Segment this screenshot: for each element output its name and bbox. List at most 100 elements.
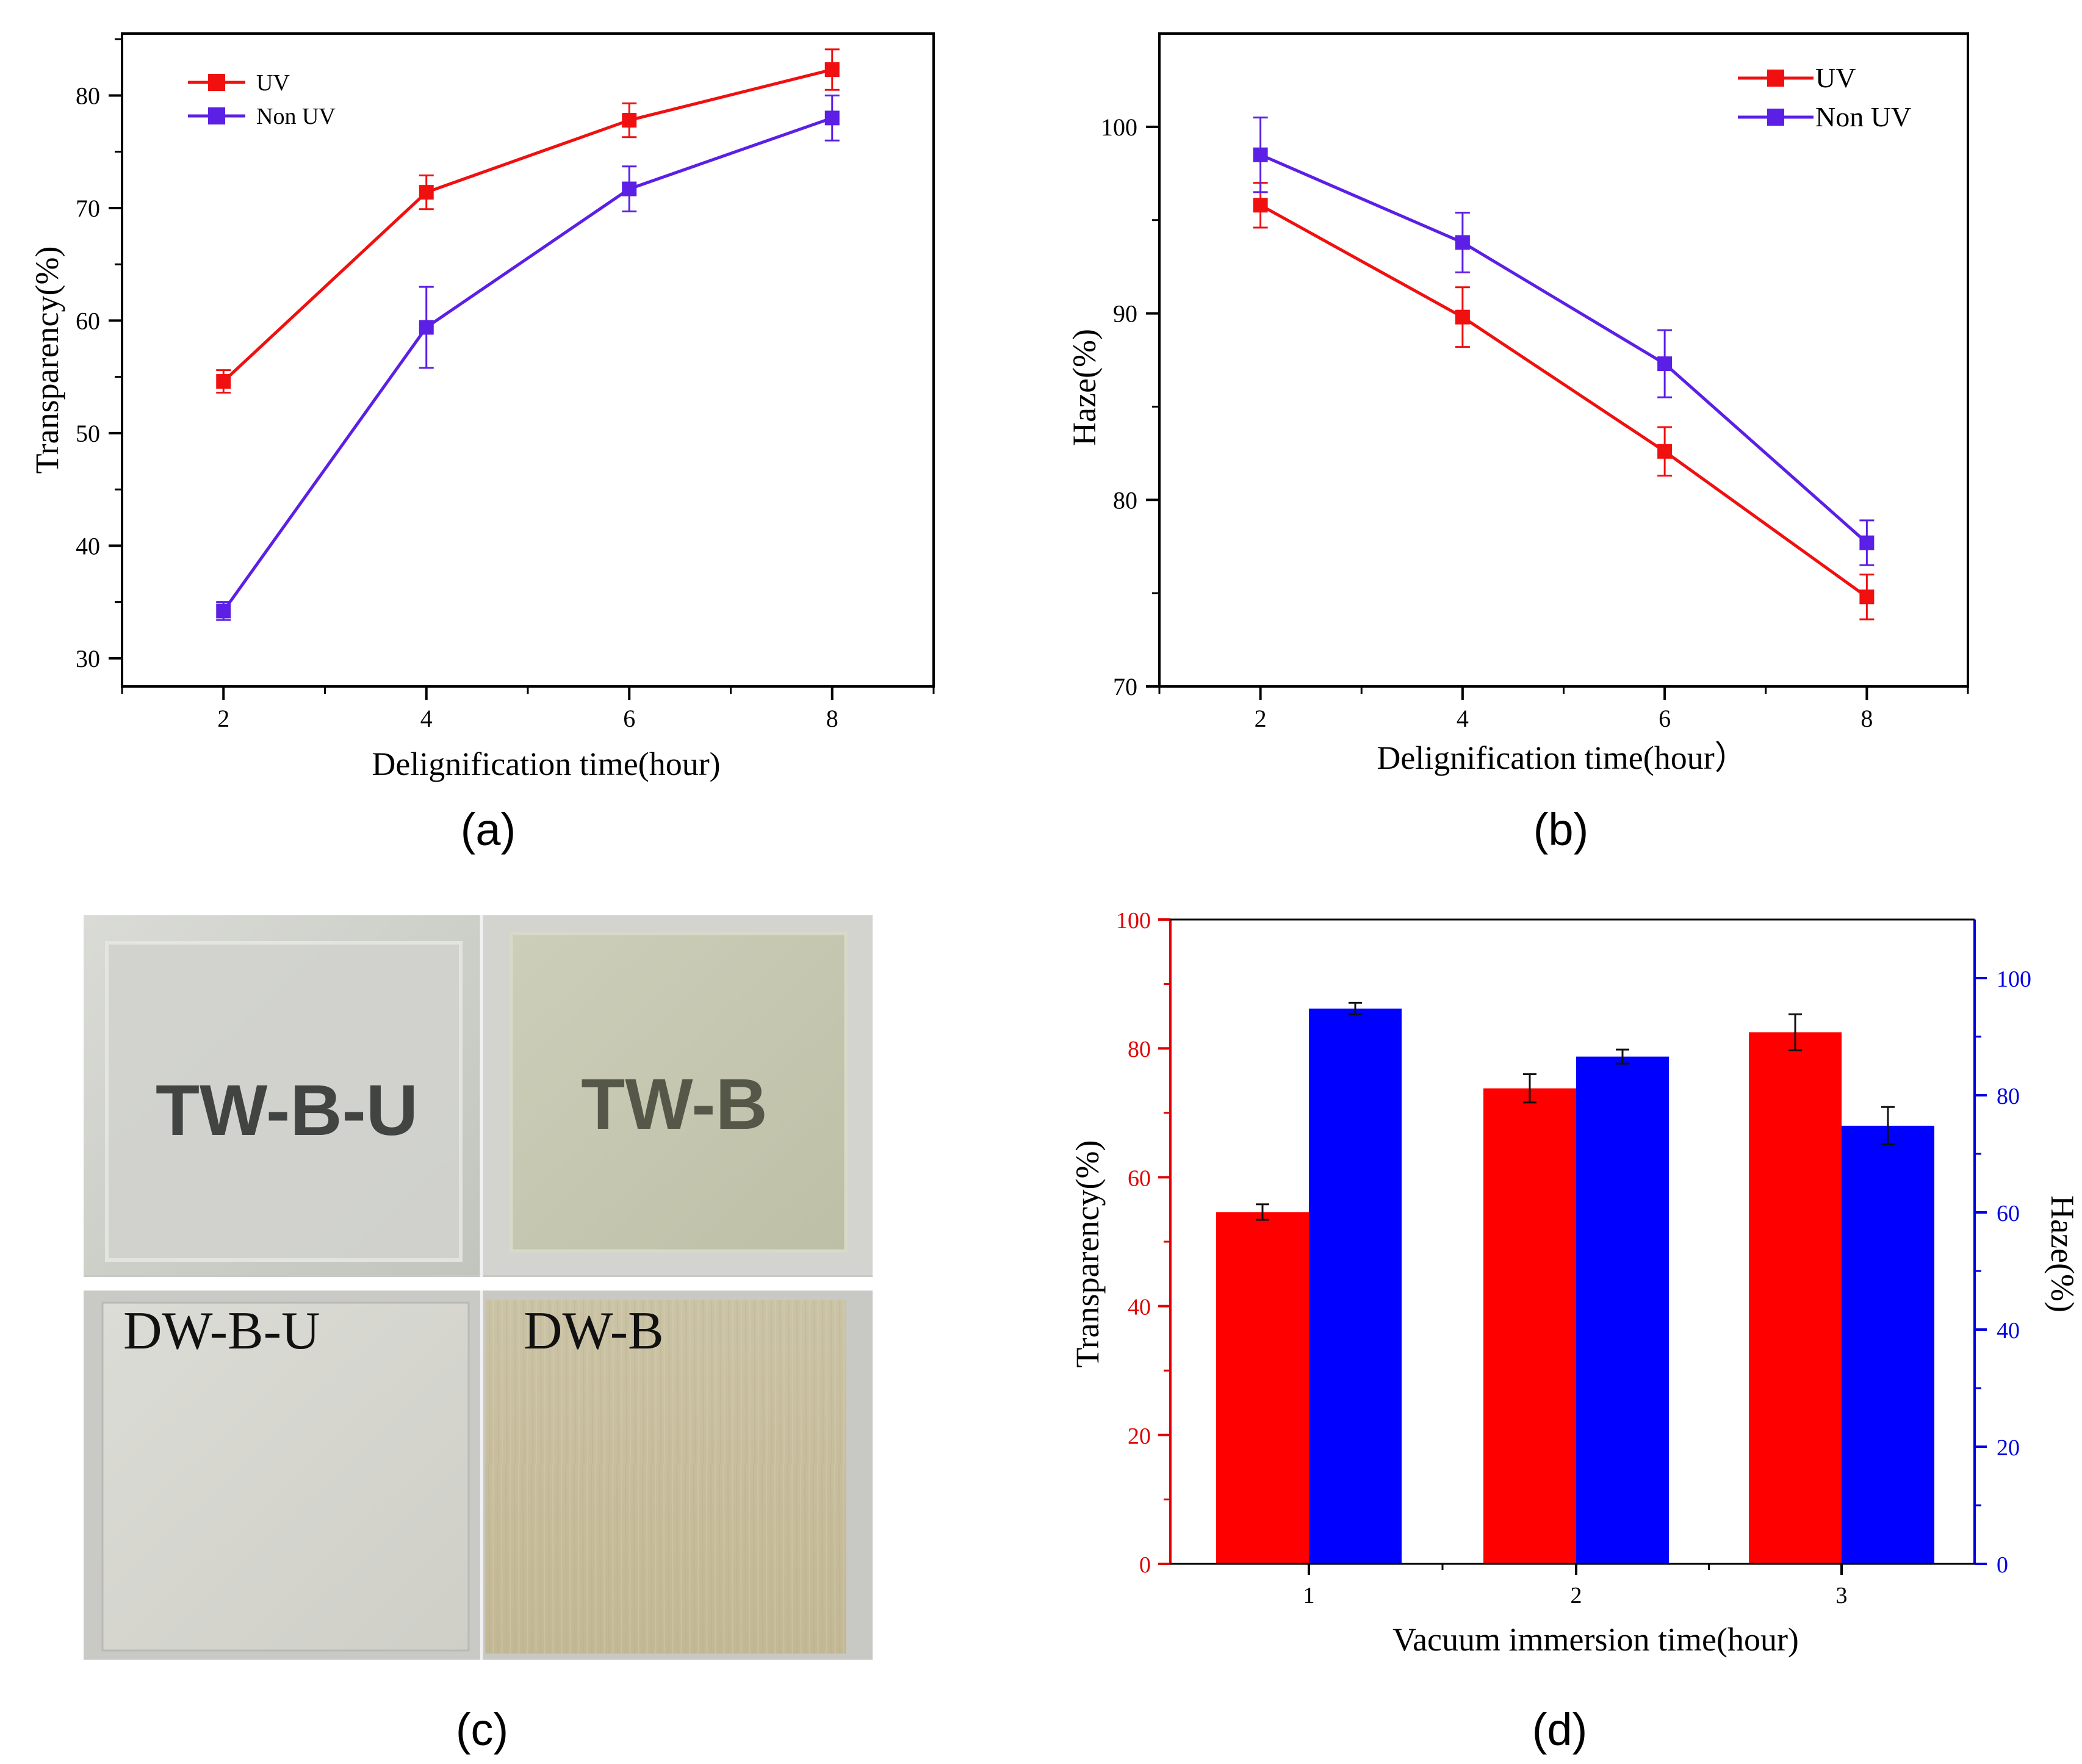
legend-uv-marker (1767, 70, 1784, 87)
x-tick-label: 4 (420, 705, 433, 732)
legend-nonuv-label: Non UV (256, 104, 336, 129)
bar-transparency (1216, 1212, 1309, 1564)
series-line-uv (222, 68, 833, 383)
y-right-tick-label: 100 (1997, 967, 2031, 992)
y-tick-label: 30 (76, 645, 100, 672)
panel-a-y-axis-label: Transparency(%) (29, 247, 65, 474)
y-left-tick-label: 80 (1128, 1037, 1151, 1062)
y-tick-label: 70 (1113, 673, 1137, 700)
x-tick-label: 2 (217, 705, 229, 732)
y-left-tick-label: 0 (1139, 1552, 1151, 1578)
panel-a-x-axis-label: Delignification time(hour) (372, 746, 720, 782)
data-point-uv (1253, 198, 1268, 213)
legend-uv-label: UV (1815, 62, 1856, 93)
data-point-nonuv (1859, 535, 1875, 550)
panel-a-legend: UV Non UV (188, 70, 336, 129)
y-right-tick-label: 80 (1997, 1084, 2020, 1109)
photo-tw-b-u-sample (105, 941, 463, 1262)
data-point-nonuv (419, 320, 434, 335)
series-line-nonuv (1259, 153, 1868, 544)
data-point-uv (419, 185, 434, 200)
data-point-nonuv (824, 110, 840, 126)
panel-c-photos: TW-B-U TW-B DW-B-U DW-B (c) (84, 915, 873, 1755)
panel-d-chart: 0 20 40 60 80 100 0 20 40 60 80 100 1 2 3 Vacuum immer… (1069, 908, 2081, 1755)
series-line-nonuv (222, 117, 833, 612)
data-point-uv (1455, 309, 1470, 325)
data-point-nonuv (1455, 235, 1470, 250)
photo-dw-b-u: DW-B-U (84, 1291, 480, 1660)
panel-b-series-lines (1259, 153, 1868, 599)
panel-d-x-axis-label: Vacuum immersion time(hour) (1392, 1621, 1799, 1658)
panel-a-chart: 2 4 6 8 30 40 50 60 70 80 UV Non UV Delignificati… (29, 32, 935, 855)
y-tick-label: 70 (76, 195, 100, 222)
panel-b-legend: UV Non UV (1738, 62, 1911, 132)
y-left-tick-label: 100 (1116, 908, 1151, 934)
y-tick-label: 80 (1113, 486, 1137, 514)
x-tick-label: 2 (1255, 705, 1267, 732)
data-point-uv (1657, 444, 1673, 459)
data-point-nonuv (622, 181, 637, 196)
y-tick-label: 100 (1101, 113, 1137, 141)
data-point-uv (1859, 589, 1875, 605)
legend-uv-marker (208, 74, 225, 91)
panel-d-y-axis-label-left: Transparency(%) (1069, 1140, 1106, 1368)
panel-a-ticks: 2 4 6 8 30 40 50 60 70 80 (76, 38, 935, 732)
photo-tw-b-sample (510, 932, 848, 1253)
photo-tw-b: TW-B (483, 915, 873, 1275)
y-tick-label: 60 (76, 307, 100, 334)
panel-d-y-axis-label-right: Haze(%) (2044, 1195, 2081, 1312)
photo-dw-b-u-text: DW-B-U (123, 1301, 320, 1361)
panel-a-frame (121, 32, 935, 688)
x-tick-label: 6 (623, 705, 635, 732)
y-right-tick-label: 60 (1997, 1201, 2020, 1226)
y-tick-label: 80 (76, 82, 100, 109)
bar-transparency (1483, 1088, 1576, 1564)
x-tick-label: 8 (826, 705, 838, 732)
panel-b-chart: 2 4 6 8 70 80 90 100 UV Non UV Delignification … (1066, 32, 1969, 855)
data-point-uv (216, 374, 231, 389)
bar-haze (1576, 1056, 1669, 1564)
bar-transparency (1749, 1032, 1842, 1564)
photo-dw-b-u-sample (101, 1301, 470, 1652)
legend-nonuv-marker (208, 107, 225, 124)
panel-b-markers (1253, 117, 1875, 621)
series-line-uv (1259, 204, 1868, 599)
x-tick-label: 1 (1303, 1583, 1315, 1608)
bar-haze (1309, 1008, 1402, 1564)
y-left-tick-label: 40 (1128, 1295, 1151, 1320)
y-left-tick-label: 60 (1128, 1165, 1151, 1191)
panel-b-label: (b) (1533, 804, 1588, 855)
bar-haze (1842, 1125, 1934, 1564)
panel-d-bars (1216, 1001, 1934, 1564)
legend-uv-label: UV (256, 70, 290, 96)
photo-dw-b: DW-B (483, 1291, 873, 1660)
photo-dw-b-text: DW-B (524, 1301, 664, 1361)
x-tick-label: 4 (1457, 705, 1469, 732)
panel-a-markers (216, 48, 840, 621)
data-point-nonuv (216, 603, 231, 619)
panel-a-label: (a) (461, 804, 516, 855)
panel-b-x-axis-label: Delignification time(hour） (1377, 740, 1747, 776)
y-tick-label: 50 (76, 420, 100, 447)
legend-nonuv-label: Non UV (1815, 101, 1911, 132)
data-point-uv (622, 113, 637, 128)
x-tick-label: 8 (1860, 705, 1873, 732)
photo-tw-b-u: TW-B-U (84, 915, 480, 1275)
panel-a-series-lines (222, 68, 833, 612)
panel-b-ticks: 2 4 6 8 70 80 90 100 (1101, 113, 1969, 732)
y-tick-label: 90 (1113, 300, 1137, 328)
panel-c-label: (c) (456, 1704, 508, 1755)
y-left-tick-label: 20 (1128, 1424, 1151, 1449)
data-point-nonuv (1253, 147, 1268, 162)
y-right-tick-label: 0 (1997, 1552, 2008, 1578)
y-right-tick-label: 20 (1997, 1435, 2020, 1461)
y-tick-label: 40 (76, 532, 100, 560)
photo-dw-b-grain (485, 1300, 846, 1654)
panel-d-ticks: 0 20 40 60 80 100 0 20 40 60 80 100 1 2 3 (1116, 908, 2031, 1608)
panel-d-label: (d) (1532, 1704, 1587, 1755)
legend-nonuv-marker (1767, 109, 1784, 126)
panel-b-y-axis-label: Haze(%) (1066, 329, 1103, 446)
x-tick-label: 2 (1571, 1583, 1582, 1608)
photo-tw-b-u-text: TW-B-U (156, 1070, 418, 1151)
